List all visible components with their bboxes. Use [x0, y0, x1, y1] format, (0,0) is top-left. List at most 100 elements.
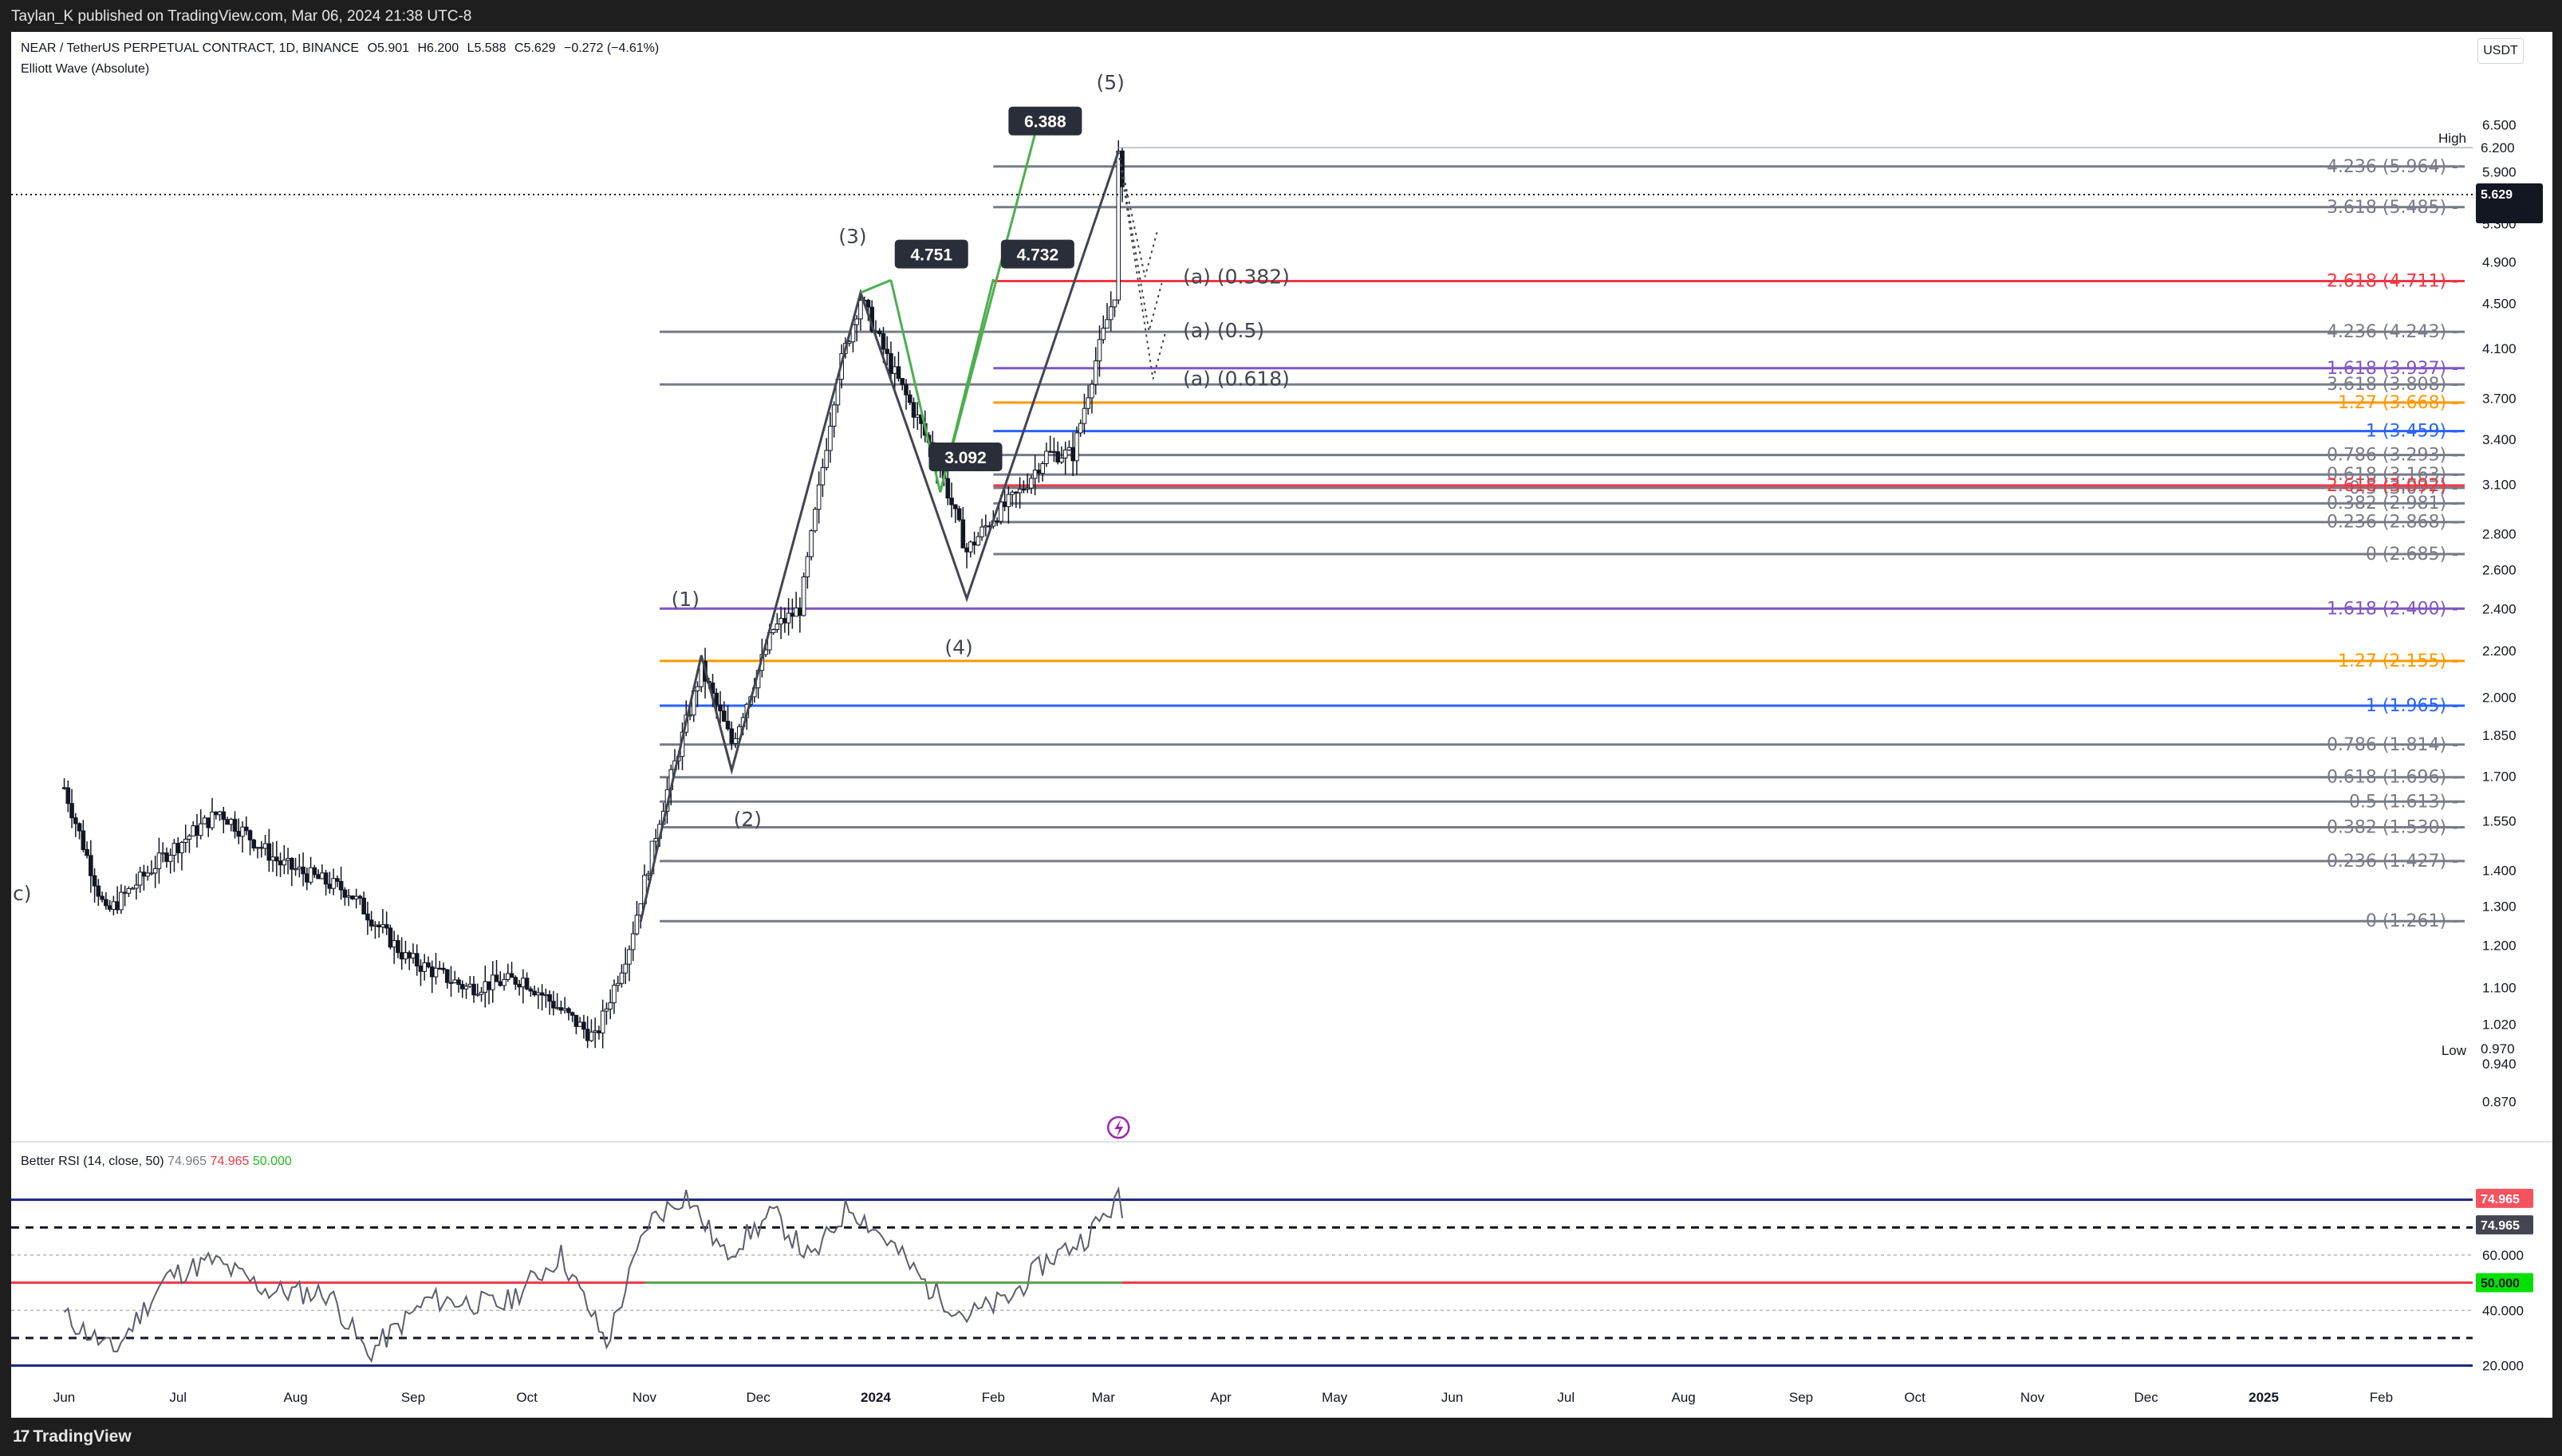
candle-144 — [608, 989, 613, 1020]
candle-body-44 — [228, 818, 234, 825]
candle-90 — [403, 940, 408, 964]
tradingview-logo[interactable]: 17 TradingView — [13, 1427, 132, 1446]
price-tick-11: 2.600 — [2482, 562, 2517, 577]
fib-levels: 4.236 (5.964) - 3.618 (5.485) - 2.618 (4.7… — [659, 157, 2465, 931]
candle-body-67 — [316, 874, 321, 880]
time-tick-18: Dec — [2134, 1390, 2159, 1405]
candle-43 — [225, 817, 230, 825]
wave-label-1: (2) — [734, 808, 762, 831]
price-tick-13: 2.200 — [2482, 643, 2517, 659]
candle-body-21 — [141, 872, 147, 877]
candle-body-277 — [1112, 299, 1117, 308]
candle-149 — [627, 945, 632, 982]
candle-body-238 — [964, 547, 969, 553]
currency-selector[interactable]: USDT — [2477, 38, 2524, 64]
candle-body-6 — [85, 848, 89, 856]
candle-265 — [1066, 440, 1072, 451]
price-tick-20: 1.200 — [2482, 938, 2517, 953]
fib-label-21: 0.382 (1.530) - — [2327, 817, 2458, 837]
candle-45 — [232, 811, 238, 839]
candle-274 — [1101, 315, 1106, 344]
price-tick-12: 2.400 — [2482, 601, 2517, 616]
candle-body-112 — [487, 981, 491, 990]
candle-body-9 — [96, 885, 101, 897]
candle-106 — [463, 982, 469, 999]
time-tick-19: 2025 — [2249, 1390, 2279, 1405]
candle-4 — [77, 822, 82, 840]
high-marker-label: High — [2438, 131, 2466, 146]
candle-body-139 — [589, 1031, 594, 1041]
candle-242 — [979, 518, 984, 541]
rsi-line — [63, 1186, 1123, 1364]
candle-body-253 — [1021, 488, 1027, 491]
candle-60 — [290, 856, 294, 887]
candle-117 — [506, 963, 510, 982]
candle-body-85 — [384, 924, 389, 929]
candle-234 — [949, 482, 954, 517]
candle-55 — [270, 841, 275, 872]
candle-body-148 — [623, 963, 628, 974]
fib-label-23: 0 (1.261) - — [2366, 911, 2458, 931]
candle-body-3 — [73, 817, 78, 824]
candle-21 — [141, 864, 147, 891]
candle-body-243 — [983, 525, 988, 528]
candle-body-101 — [444, 969, 450, 983]
symbol-title[interactable]: NEAR / TetherUS PERPETUAL CONTRACT, 1D, … — [21, 41, 360, 55]
time-tick-8: Feb — [982, 1390, 1005, 1405]
rsi-name: Better RSI (14, close, 50) — [21, 1155, 164, 1168]
candle-body-109 — [475, 994, 480, 996]
candle-193 — [794, 592, 798, 617]
fib-label-20: 0.5 (1.613) - — [2349, 792, 2458, 812]
candle-266 — [1070, 432, 1075, 476]
candle-88 — [396, 935, 400, 958]
callout-label-3: 3.092 — [944, 449, 987, 467]
candle-body-69 — [323, 872, 329, 885]
candle-body-270 — [1086, 397, 1091, 409]
candle-body-35 — [195, 825, 199, 836]
indicator-legend[interactable]: Elliott Wave (Absolute) — [21, 62, 150, 76]
callout-label-2: 4.732 — [1017, 246, 1059, 265]
candle-270 — [1086, 384, 1091, 415]
candle-59 — [286, 848, 290, 875]
candle-body-75 — [346, 895, 351, 898]
candle-body-220 — [896, 366, 901, 380]
candle-body-60 — [290, 857, 294, 870]
candle-body-268 — [1078, 423, 1083, 434]
candle-body-34 — [191, 825, 196, 836]
candle-6 — [85, 841, 89, 859]
candle-36 — [198, 809, 203, 840]
rsi-legend[interactable]: Better RSI (14, close, 50) 74.965 74.965… — [21, 1155, 292, 1169]
candle-26 — [160, 842, 165, 863]
fib-label-5: 3.618 (3.808) - — [2327, 375, 2458, 395]
candle-body-77 — [353, 895, 359, 899]
last-price-tag — [2476, 183, 2543, 224]
abc-path-0 — [1117, 151, 1159, 277]
candle-body-79 — [361, 897, 366, 915]
fib-label-7: 1 (3.459) - — [2366, 422, 2458, 442]
candle-125 — [536, 987, 541, 1009]
time-tick-16: Oct — [1904, 1390, 1925, 1405]
candle-body-111 — [483, 981, 488, 993]
candle-body-257 — [1036, 470, 1042, 474]
candle-body-222 — [904, 384, 909, 395]
chart-area[interactable] — [11, 32, 2552, 1418]
candle-110 — [479, 986, 484, 1002]
candle-249 — [1006, 486, 1011, 524]
candle-131 — [558, 1000, 564, 1014]
time-tick-4: Oct — [516, 1390, 538, 1405]
candle-95 — [422, 954, 428, 981]
rsi-tag-0: 74.965 — [2481, 1193, 2520, 1206]
candle-39 — [210, 797, 215, 831]
candle-13 — [111, 895, 116, 915]
candle-body-28 — [168, 855, 173, 862]
candle-body-82 — [372, 924, 378, 927]
candle-body-248 — [1002, 501, 1007, 507]
candle-30 — [175, 837, 180, 864]
candle-220 — [896, 352, 901, 382]
time-tick-12: Jun — [1441, 1390, 1463, 1405]
candle-257 — [1036, 462, 1042, 483]
low-marker-label: Low — [2442, 1043, 2467, 1058]
candle-body-203 — [831, 404, 837, 427]
candle-body-217 — [885, 348, 890, 354]
candle-148 — [623, 947, 628, 985]
